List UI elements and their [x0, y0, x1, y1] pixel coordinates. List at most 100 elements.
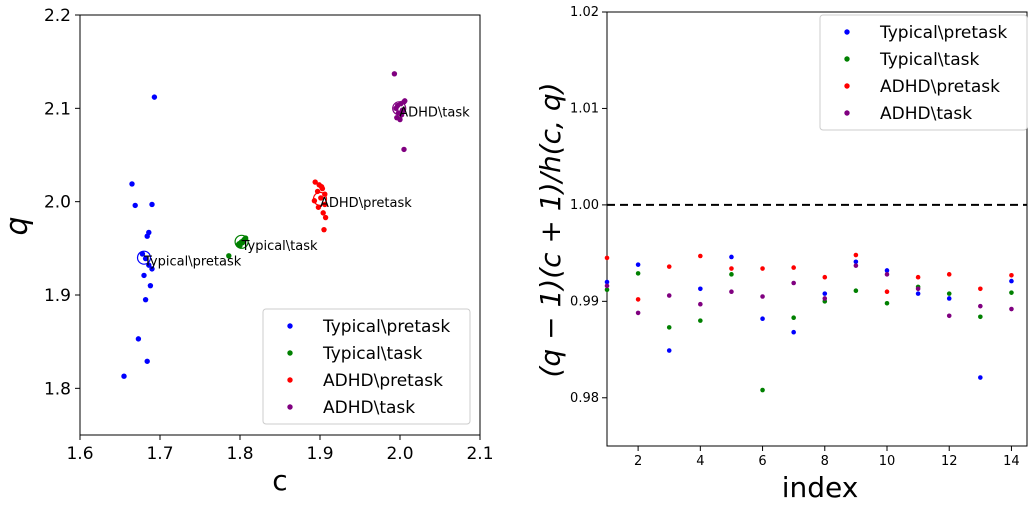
data-point-left	[142, 255, 149, 262]
data-point-left	[321, 226, 327, 233]
data-point-right	[729, 272, 734, 277]
data-point-right	[698, 253, 703, 259]
data-point-left	[393, 105, 399, 112]
data-point-left	[144, 233, 150, 239]
data-point-left	[226, 253, 232, 259]
legend-marker-left	[287, 323, 293, 329]
legend-label-left: ADHD\pretask	[323, 371, 443, 391]
data-point-left	[391, 71, 398, 77]
data-point-right	[946, 296, 952, 301]
data-point-left	[322, 201, 328, 208]
data-point-left	[149, 201, 155, 208]
x-tick-label-right: 10	[879, 454, 896, 469]
data-point-right	[635, 310, 641, 316]
legend-label-left: Typical\task	[322, 344, 422, 364]
legend-marker-left	[287, 377, 293, 383]
data-point-right	[915, 286, 921, 292]
data-point-right	[822, 296, 828, 301]
plot-area-right	[606, 11, 1028, 447]
y-tick-label-right: 1.01	[570, 101, 599, 116]
data-point-right	[729, 289, 734, 294]
legend-label-left: Typical\pretask	[322, 317, 450, 337]
data-point-right	[760, 294, 765, 299]
data-point-right	[978, 375, 983, 380]
data-point-right	[978, 314, 983, 320]
legend-left: Typical\pretask Typical\task ADHD\pretask A…	[262, 308, 471, 425]
centroid-marker	[234, 234, 249, 249]
data-point-right	[635, 262, 641, 267]
x-tick-label-right: 8	[821, 454, 829, 469]
data-point-left	[238, 240, 244, 246]
x-tick-label-right: 6	[758, 454, 766, 469]
data-point-right	[604, 283, 610, 289]
y-tick-label-right: 0.98	[570, 391, 599, 406]
data-point-left	[401, 146, 407, 153]
x-tick-label-left: 2.0	[386, 444, 413, 464]
x-tick-label-left: 1.6	[66, 444, 93, 464]
legend-right: Typical\pretask Typical\task ADHD\pretask A…	[819, 14, 1028, 131]
data-point-left	[397, 116, 403, 123]
y-tick-label-right: 1.02	[570, 5, 599, 20]
y-tick-label-left: 2.2	[44, 6, 71, 26]
data-point-right	[853, 259, 859, 265]
legend-marker-left	[287, 404, 293, 410]
data-point-right	[698, 286, 703, 292]
data-point-left	[318, 195, 324, 201]
x-tick-label-right: 2	[634, 454, 642, 469]
centroid-marker	[136, 250, 152, 265]
x-tick-label-left: 1.8	[226, 444, 253, 464]
legend-box-left	[262, 308, 471, 425]
data-point-left	[129, 181, 135, 187]
data-point-right	[978, 286, 983, 292]
data-point-left	[242, 235, 249, 241]
centroid-label: Typical\pretask	[143, 255, 242, 270]
data-point-right	[666, 293, 672, 298]
data-point-right	[760, 387, 765, 393]
data-point-left	[121, 373, 127, 379]
data-point-left	[312, 179, 318, 185]
data-point-right	[604, 287, 610, 293]
x-axis-label-right: index	[782, 471, 859, 502]
x-axis-label-left: c	[272, 464, 287, 497]
data-point-right	[635, 297, 641, 302]
data-point-left	[320, 210, 326, 216]
data-point-right	[946, 291, 952, 296]
data-point-left	[399, 107, 406, 113]
data-point-right	[791, 265, 796, 270]
data-point-right	[729, 266, 734, 271]
legend-label-right: Typical\task	[879, 50, 979, 70]
data-point-right	[698, 318, 703, 323]
data-point-left	[322, 214, 329, 221]
y-tick-label-left: 1.9	[44, 286, 71, 306]
data-point-right	[822, 291, 828, 296]
data-point-left	[135, 336, 142, 342]
x-tick-label-right: 4	[696, 454, 704, 469]
centroid-marker	[392, 101, 407, 116]
data-marks-left: Typical\pretaskTypical\taskADHD\pretaskA…	[121, 71, 470, 379]
legend-marker-right	[844, 56, 850, 62]
data-point-left	[149, 266, 155, 272]
plot-area-left	[79, 14, 481, 436]
data-point-right	[604, 255, 610, 261]
data-point-left	[142, 296, 149, 303]
data-point-right	[884, 272, 890, 277]
y-tick-label-left: 1.8	[44, 379, 71, 399]
y-tick-label-right: 0.99	[570, 294, 599, 309]
data-point-right	[791, 280, 796, 286]
data-point-right	[791, 315, 796, 321]
x-tick-label-left: 2.1	[466, 444, 493, 464]
data-point-left	[139, 251, 146, 257]
legend-marker-right	[844, 83, 850, 89]
data-point-right	[1009, 278, 1014, 284]
data-point-right	[853, 252, 859, 258]
data-point-right	[853, 288, 859, 294]
data-point-right	[884, 268, 890, 273]
centroid-label: ADHD\task	[399, 105, 470, 120]
chart-right: 2 4 6 8 10 12 14 0.98 0.99 1.00 1.01 1.02 index (q …	[534, 5, 1028, 504]
data-point-right	[791, 329, 796, 335]
data-point-right	[698, 301, 703, 307]
x-tick-label-right: 14	[1003, 454, 1020, 469]
data-point-right	[760, 316, 765, 321]
data-point-left	[141, 272, 147, 279]
